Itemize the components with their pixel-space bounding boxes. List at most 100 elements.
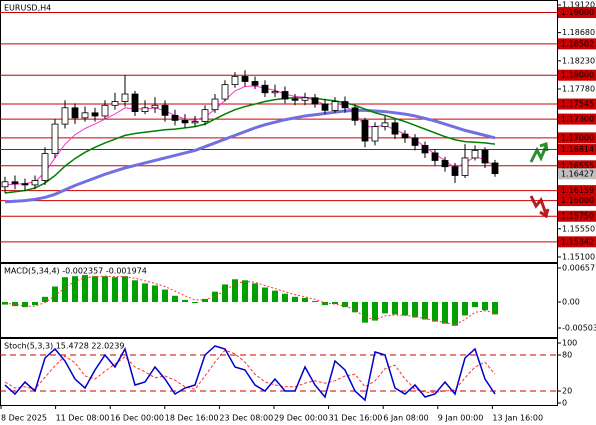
candle-body [211, 98, 219, 111]
macd-bar [472, 301, 478, 308]
macd-bar [412, 301, 418, 318]
x-tick-label: 18 Dec 16:00 [165, 414, 219, 423]
panel-frame [0, 263, 558, 338]
level-label-bg [558, 195, 596, 207]
level-label-bg [558, 113, 596, 125]
level-label: 1.15750 [561, 212, 594, 221]
candle-body [361, 119, 369, 142]
candle-body [221, 84, 229, 100]
level-label-bg [558, 132, 596, 144]
level-label: 1.16814 [561, 145, 594, 154]
macd-bar [52, 286, 58, 302]
y-tick-label: 1.19120 [562, 1, 595, 10]
candle-body [261, 84, 269, 94]
macd-bar [432, 301, 438, 322]
level-label-bg [558, 160, 596, 172]
moving-average [4, 97, 496, 194]
candle-body [251, 81, 259, 86]
macd-bar [282, 293, 288, 302]
candle-body [331, 101, 339, 111]
macd-bar [322, 301, 328, 306]
macd-bar [132, 280, 138, 302]
macd-bar [452, 301, 458, 326]
x-tick-label: 13 Jan 16:00 [492, 414, 543, 423]
candle-body [131, 93, 139, 112]
moving-average [4, 108, 496, 204]
candle-body [391, 122, 399, 135]
level-label: 1.18502 [561, 39, 594, 48]
macd-signal [4, 275, 496, 326]
macd-bar [422, 301, 428, 320]
candle-body [441, 160, 449, 168]
candle-body [231, 76, 239, 86]
candle-body [321, 103, 329, 111]
candle-body [381, 122, 389, 128]
candle-body [311, 97, 319, 105]
candle-body [301, 97, 309, 101]
candle-body [151, 104, 159, 109]
candle-body [71, 107, 79, 119]
macd-bar [232, 279, 238, 302]
current-price-label: 1.16427 [561, 169, 594, 178]
x-tick-label: 31 Dec 16:00 [329, 414, 383, 423]
stoch-main [4, 345, 496, 402]
macd-bar [42, 296, 48, 302]
candle-body [91, 112, 99, 117]
y-tick-label: -0.005039 [562, 324, 596, 333]
x-tick-label: 8 Dec 2025 [1, 414, 47, 423]
panel-title: MACD(5,34,4) -0.002357 -0.001974 [4, 267, 147, 276]
level-label: 1.19000 [561, 8, 594, 17]
current-price-bg [558, 168, 596, 180]
macd-bar [342, 301, 348, 308]
macd-bar [102, 276, 108, 302]
y-tick-label: 1.17780 [562, 85, 595, 94]
macd-bar [152, 285, 158, 302]
panel-frame [0, 338, 558, 406]
macd-bar [372, 301, 378, 321]
x-tick-label: 6 Jan 08:00 [383, 414, 429, 423]
candle-body [461, 157, 469, 176]
level-label: 1.17545 [561, 100, 594, 109]
level-label-bg [558, 185, 596, 197]
x-tick-label: 11 Dec 08:00 [56, 414, 110, 423]
macd-bar [262, 287, 268, 302]
x-tick-label: 16 Dec 00:00 [110, 414, 164, 423]
macd-bar [362, 301, 368, 323]
y-tick-label: 0.006577 [562, 264, 596, 273]
candle-body [11, 181, 19, 185]
macd-bar [222, 284, 228, 302]
candle-body [121, 93, 129, 102]
macd-bar [382, 301, 388, 314]
level-label: 1.17000 [561, 133, 594, 142]
level-label: 1.15342 [561, 237, 594, 246]
y-tick-label: 1.15100 [562, 252, 595, 261]
candle-body [341, 101, 349, 109]
candle-body [191, 121, 199, 124]
macd-bar [192, 301, 198, 304]
candle-body [371, 126, 379, 142]
candle-body [481, 150, 489, 164]
candle-body [81, 112, 89, 119]
y-tick-label: 1.18230 [562, 56, 595, 65]
level-label-bg [558, 236, 596, 248]
x-tick-label: 9 Jan 00:00 [438, 414, 484, 423]
candle-body [111, 101, 119, 106]
macd-bar [392, 301, 398, 315]
level-label-bg [558, 69, 596, 81]
level-label: 1.17300 [561, 115, 594, 124]
candle-body [201, 109, 209, 122]
candle-body [181, 119, 189, 124]
macd-bar [22, 301, 28, 308]
y-tick-label: 1.15550 [562, 224, 595, 233]
macd-bar [462, 301, 468, 316]
x-tick-label: 23 Dec 08:00 [219, 414, 273, 423]
y-tick-label: 80 [562, 350, 572, 359]
macd-bar [172, 295, 178, 302]
candle-body [1, 181, 9, 188]
candle-body [291, 98, 299, 101]
candle-body [41, 153, 49, 181]
macd-bar [12, 301, 18, 307]
macd-bar [112, 277, 118, 302]
candle-body [101, 104, 109, 117]
